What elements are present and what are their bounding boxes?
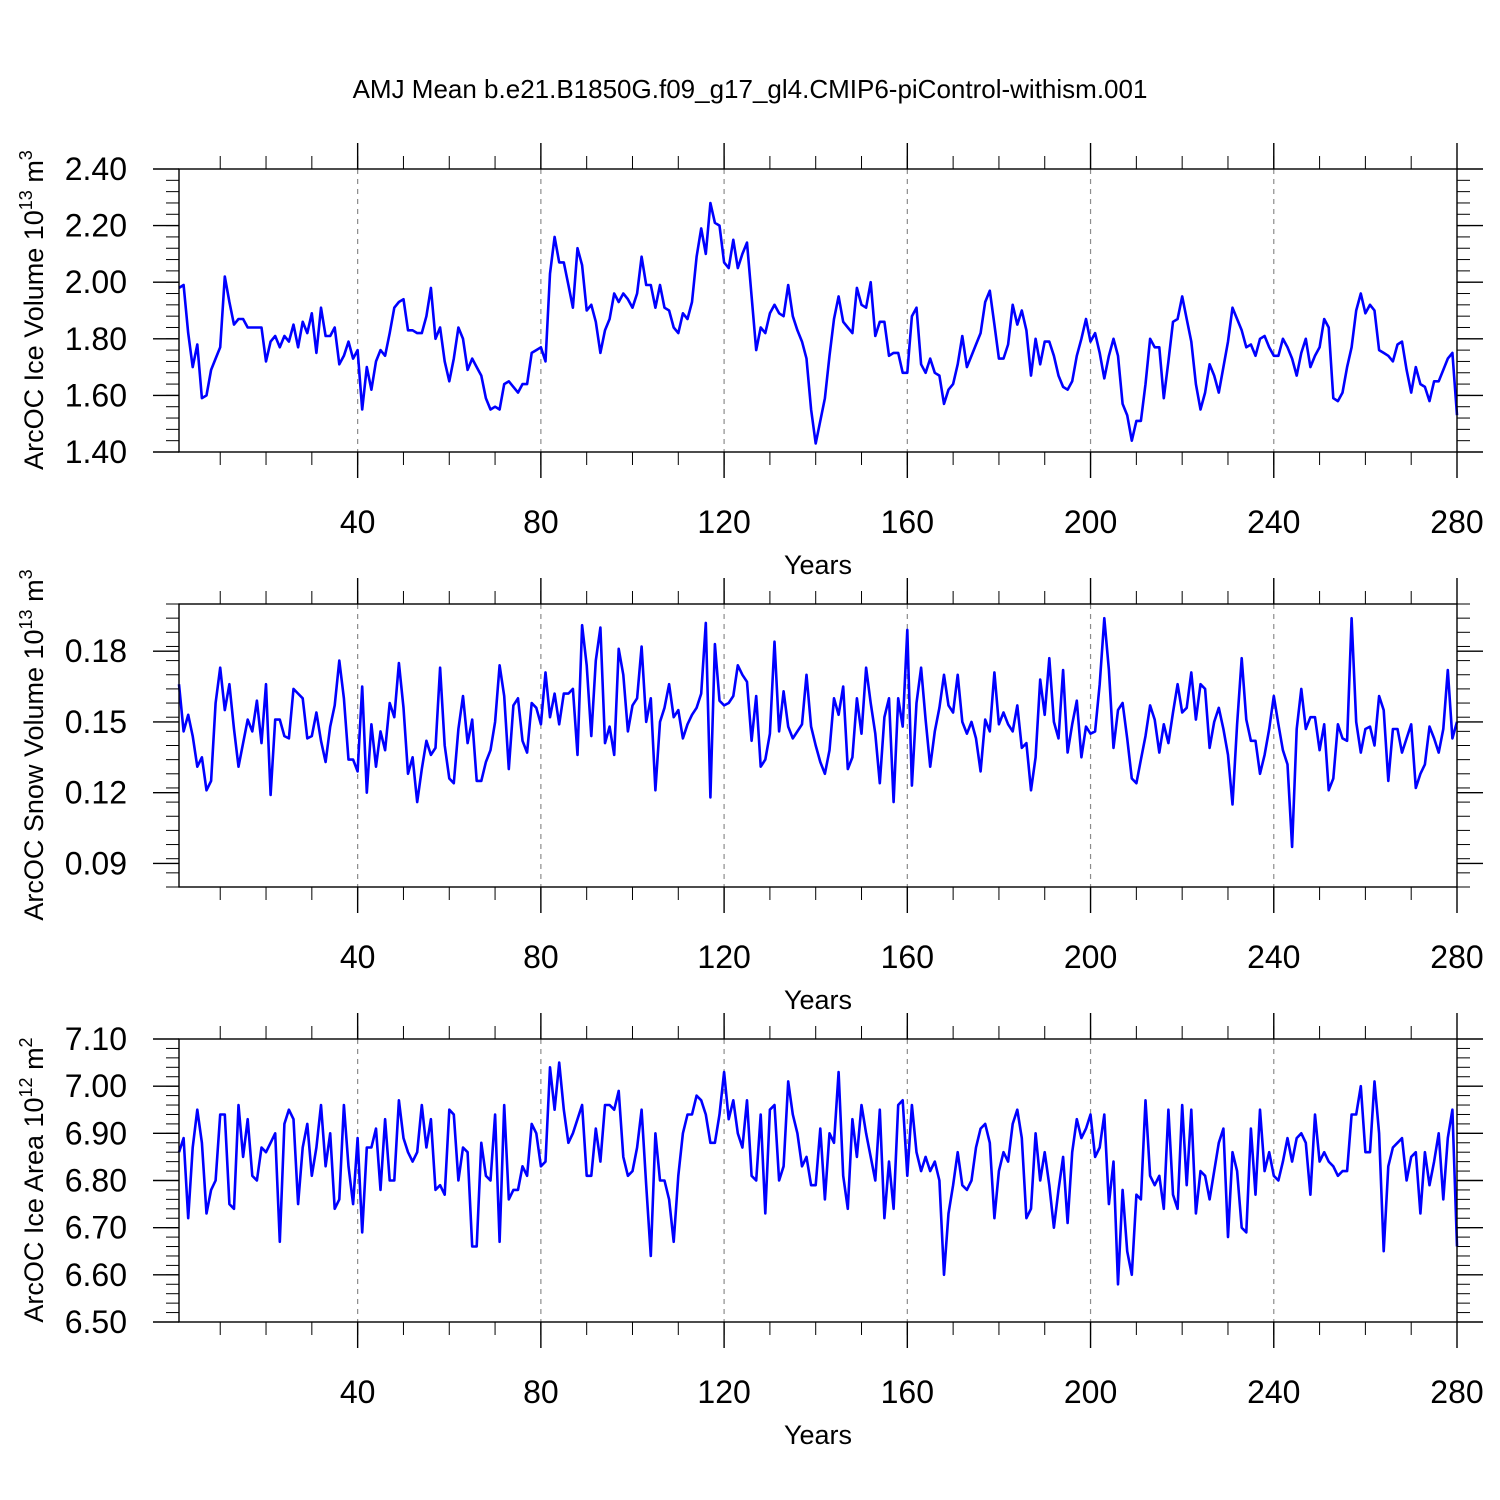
x-tick-label: 40 xyxy=(340,504,376,540)
x-tick-label: 80 xyxy=(523,504,559,540)
x-tick-label: 120 xyxy=(697,1374,750,1410)
series-line xyxy=(177,1061,1459,1286)
y-tick-label: 7.00 xyxy=(65,1068,127,1104)
x-tick-label: 200 xyxy=(1064,939,1117,975)
x-tick-label: 200 xyxy=(1064,1374,1117,1410)
x-tick-label: 280 xyxy=(1430,504,1483,540)
x-tick-label: 40 xyxy=(340,939,376,975)
y-tick-label: 0.18 xyxy=(65,633,127,669)
x-tick-label: 240 xyxy=(1247,1374,1300,1410)
x-tick-label: 80 xyxy=(523,939,559,975)
figure-title: AMJ Mean b.e21.B1850G.f09_g17_gl4.CMIP6-… xyxy=(352,74,1148,104)
y-tick-label: 1.40 xyxy=(65,434,127,470)
x-axis-title: Years xyxy=(784,985,852,1015)
y-tick-label: 0.09 xyxy=(65,845,127,881)
y-tick-label: 0.15 xyxy=(65,704,127,740)
y-tick-label: 2.40 xyxy=(65,151,127,187)
x-tick-label: 40 xyxy=(340,1374,376,1410)
series-line xyxy=(177,616,1459,849)
x-tick-label: 80 xyxy=(523,1374,559,1410)
x-tick-label: 120 xyxy=(697,504,750,540)
y-tick-label: 1.80 xyxy=(65,321,127,357)
x-tick-label: 280 xyxy=(1430,939,1483,975)
panel-ice-area: 6.50 6.60 6.70 6.80 6.90 7.00 7.10 40 80 120 160 20… xyxy=(16,1013,1484,1450)
x-tick-label: 280 xyxy=(1430,1374,1483,1410)
x-axis-title: Years xyxy=(784,1420,852,1450)
x-tick-label: 200 xyxy=(1064,504,1117,540)
y-tick-label: 6.90 xyxy=(65,1115,127,1151)
plot-frame xyxy=(178,168,1458,453)
panel-ice-volume: 1.40 1.60 1.80 2.00 2.20 2.40 40 80 120 160 200 240… xyxy=(16,143,1484,580)
x-tick-label: 160 xyxy=(881,504,934,540)
x-tick-label: 160 xyxy=(881,1374,934,1410)
y-axis-title: ArcOC Ice Volume 1013 m3 xyxy=(16,150,49,470)
x-tick-label: 240 xyxy=(1247,939,1300,975)
y-axis-title: ArcOC Snow Volume 1013 m3 xyxy=(16,569,49,920)
panel-snow-volume: 0.09 0.12 0.15 0.18 40 80 120 160 200 240 280 Years… xyxy=(16,569,1484,1015)
y-tick-label: 0.12 xyxy=(65,775,127,811)
y-tick-label: 6.60 xyxy=(65,1257,127,1293)
y-tick-label: 2.20 xyxy=(65,208,127,244)
x-tick-label: 160 xyxy=(881,939,934,975)
x-tick-label: 240 xyxy=(1247,504,1300,540)
y-axis-title: ArcOC Ice Area 1012 m2 xyxy=(16,1037,49,1322)
y-tick-label: 2.00 xyxy=(65,264,127,300)
y-tick-label: 6.50 xyxy=(65,1304,127,1340)
series-line xyxy=(178,201,1459,445)
y-tick-label: 6.80 xyxy=(65,1163,127,1199)
y-tick-label: 7.10 xyxy=(65,1021,127,1057)
y-tick-label: 1.60 xyxy=(65,377,127,413)
plot-frame xyxy=(178,1038,1458,1323)
x-tick-label: 120 xyxy=(697,939,750,975)
y-tick-label: 6.70 xyxy=(65,1210,127,1246)
x-axis-title: Years xyxy=(784,550,852,580)
